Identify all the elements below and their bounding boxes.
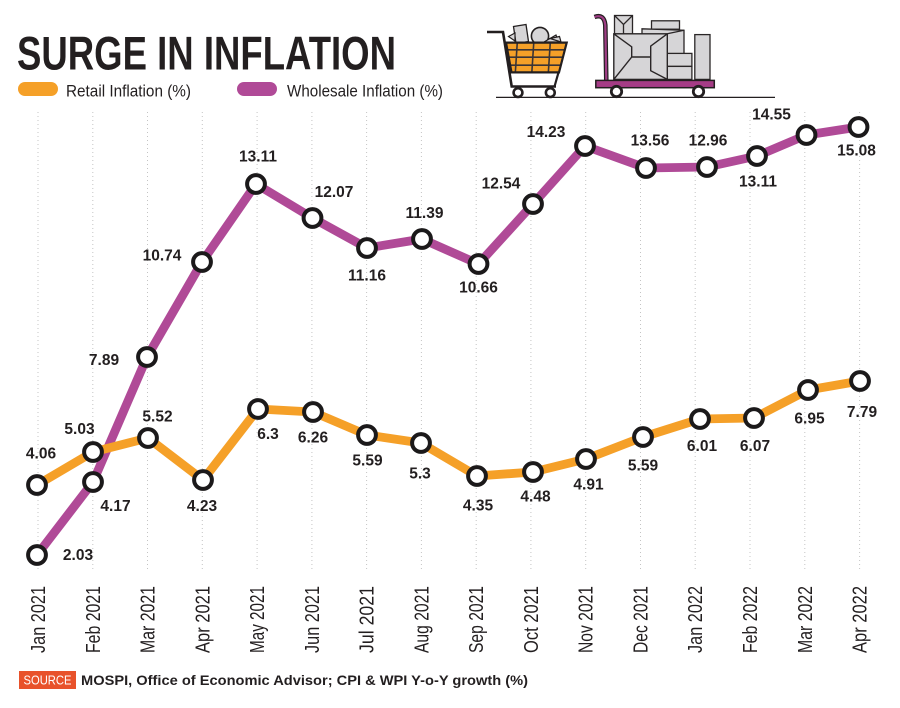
svg-text:13.56: 13.56: [631, 133, 670, 150]
svg-text:Mar 2021: Mar 2021: [137, 586, 160, 653]
svg-text:6.26: 6.26: [298, 430, 329, 447]
svg-text:5.52: 5.52: [142, 409, 172, 426]
svg-text:11.39: 11.39: [406, 205, 444, 222]
svg-text:4.23: 4.23: [187, 498, 218, 515]
svg-text:10.66: 10.66: [459, 280, 498, 297]
svg-text:12.96: 12.96: [689, 133, 728, 150]
svg-text:7.79: 7.79: [847, 404, 878, 421]
svg-text:6.01: 6.01: [687, 438, 718, 455]
svg-text:Jan 2022: Jan 2022: [684, 586, 707, 653]
svg-text:14.55: 14.55: [752, 107, 791, 124]
svg-text:6.07: 6.07: [740, 438, 770, 455]
svg-text:11.16: 11.16: [348, 268, 386, 285]
svg-text:6.3: 6.3: [257, 426, 279, 443]
svg-text:10.74: 10.74: [143, 248, 182, 265]
svg-text:Apr 2022: Apr 2022: [849, 586, 872, 653]
svg-text:4.35: 4.35: [463, 498, 494, 515]
svg-text:14.23: 14.23: [527, 124, 566, 141]
svg-text:15.08: 15.08: [837, 143, 876, 160]
svg-text:Feb 2022: Feb 2022: [739, 586, 762, 653]
svg-text:7.89: 7.89: [89, 352, 120, 369]
svg-text:4.06: 4.06: [26, 446, 57, 463]
svg-text:4.91: 4.91: [573, 477, 604, 494]
svg-text:5.03: 5.03: [64, 421, 95, 438]
svg-text:12.07: 12.07: [315, 184, 354, 201]
svg-text:Jun 2021: Jun 2021: [301, 586, 324, 653]
svg-text:Aug 2021: Aug 2021: [410, 586, 433, 653]
svg-text:5.59: 5.59: [352, 453, 383, 470]
svg-text:13.11: 13.11: [739, 174, 777, 191]
svg-text:MOSPI, Office of Economic Advi: MOSPI, Office of Economic Advisor; CPI &…: [81, 672, 528, 688]
svg-text:2.03: 2.03: [63, 547, 94, 564]
svg-text:6.95: 6.95: [794, 411, 825, 428]
svg-text:Sep 2021: Sep 2021: [465, 586, 488, 653]
svg-text:5.59: 5.59: [628, 458, 659, 475]
svg-text:5.3: 5.3: [409, 466, 431, 483]
svg-text:Nov 2021: Nov 2021: [575, 586, 598, 653]
svg-text:Apr 2021: Apr 2021: [191, 586, 214, 653]
svg-text:Wholesale Inflation (%): Wholesale Inflation (%): [287, 83, 443, 101]
svg-text:Feb 2021: Feb 2021: [82, 586, 105, 653]
svg-text:SURGE IN INFLATION: SURGE IN INFLATION: [17, 27, 396, 80]
svg-text:4.48: 4.48: [520, 489, 551, 506]
svg-text:13.11: 13.11: [239, 149, 277, 166]
svg-text:Dec 2021: Dec 2021: [630, 586, 653, 653]
svg-text:Retail Inflation (%): Retail Inflation (%): [66, 83, 191, 101]
svg-text:May 2021: May 2021: [246, 586, 269, 653]
svg-text:Mar 2022: Mar 2022: [794, 586, 817, 653]
svg-text:Oct 2021: Oct 2021: [520, 586, 543, 653]
svg-text:Jan 2021: Jan 2021: [27, 586, 50, 653]
svg-text:12.54: 12.54: [482, 176, 521, 193]
svg-text:Jul 2021: Jul 2021: [356, 586, 379, 653]
svg-text:SOURCE: SOURCE: [24, 674, 72, 688]
svg-text:4.17: 4.17: [100, 498, 130, 515]
